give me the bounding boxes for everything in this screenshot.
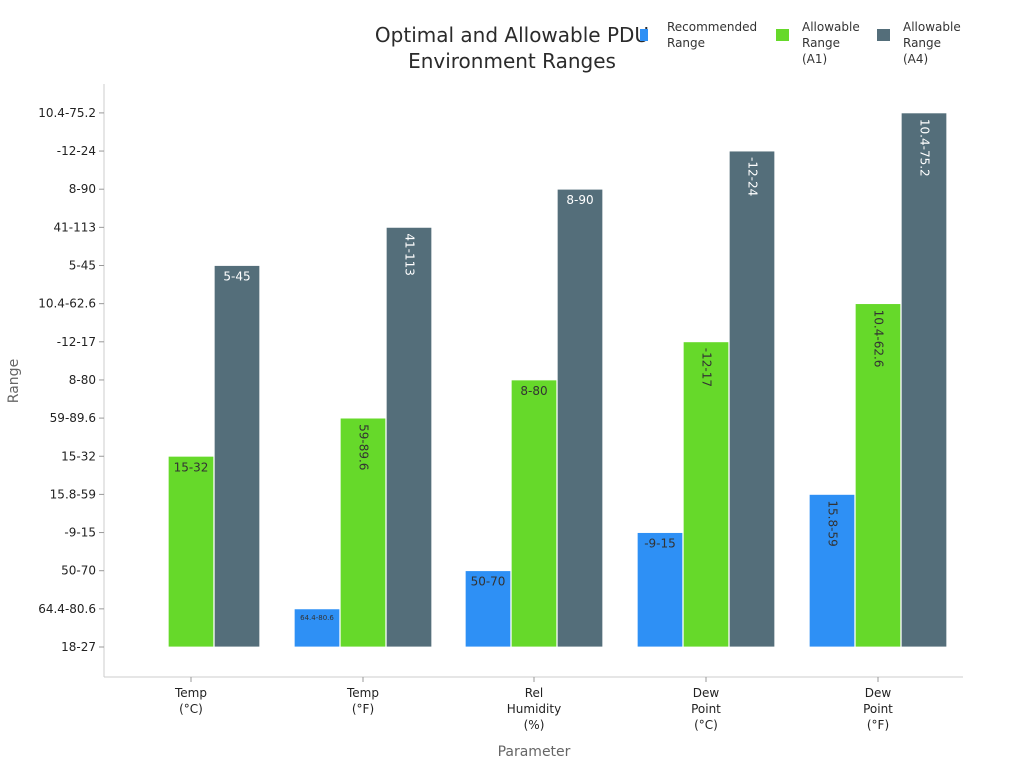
x-tick-label: Temp (°F): [346, 686, 379, 716]
bar: [167, 455, 215, 648]
legend: Recommended Range Allowable Range (A1) Allowa…: [640, 20, 961, 66]
x-axis-title: Parameter: [498, 744, 571, 760]
legend-label: Recommended Range: [667, 20, 757, 50]
bars: [167, 112, 948, 648]
legend-label: Allowable Range (A1): [802, 20, 860, 66]
bar: [900, 112, 948, 648]
data-labels: 64.4-80.6 50-70 -9-15 15.8-59 15-32 59-89.6 8-…: [174, 119, 932, 622]
bar: [510, 379, 558, 648]
bar: [464, 570, 512, 648]
bar: [854, 303, 902, 648]
y-tick-label: 18-27: [61, 640, 96, 654]
bar-data-label: 10.4-75.2: [918, 119, 932, 177]
bar-data-label: -12-17: [700, 348, 714, 387]
y-tick-label: 8-90: [69, 182, 96, 196]
bar: [682, 341, 730, 648]
bar: [213, 265, 261, 648]
bar-data-label: 10.4-62.6: [872, 310, 886, 368]
x-tick-label: Dew Point (°C): [691, 686, 721, 732]
bar: [385, 226, 433, 648]
legend-item: Allowable Range (A1): [776, 20, 860, 66]
bar: [728, 150, 776, 648]
y-tick-label: 10.4-75.2: [38, 106, 96, 120]
bar-data-label: 41-113: [403, 233, 417, 276]
x-tick-label: Dew Point (°F): [863, 686, 893, 732]
y-tick-label: 8-80: [69, 373, 96, 387]
y-tick-label: -12-24: [57, 144, 96, 158]
legend-swatch: [640, 29, 648, 41]
y-tick-label: 59-89.6: [50, 411, 96, 425]
bar: [556, 188, 604, 648]
legend-swatch: [776, 29, 789, 41]
y-tick-label: -9-15: [64, 526, 96, 540]
bar-data-label: 8-90: [566, 193, 593, 207]
bar: [636, 532, 684, 648]
bar-data-label: 15.8-59: [826, 500, 840, 546]
bar-data-label: -12-24: [746, 157, 760, 196]
bar-data-label: 50-70: [471, 575, 506, 589]
y-axis-title: Range: [6, 359, 22, 403]
legend-item: Allowable Range (A4): [877, 20, 961, 66]
bar-data-label: 59-89.6: [357, 424, 371, 470]
legend-item: Recommended Range: [640, 20, 757, 50]
y-tick-label: 10.4-62.6: [38, 297, 96, 311]
chart-title-line-2: Environment Ranges: [408, 49, 616, 73]
legend-swatch: [877, 29, 890, 41]
x-tick-label: Rel Humidity (%): [507, 686, 561, 732]
legend-label: Allowable Range (A4): [903, 20, 961, 66]
y-tick-label: 64.4-80.6: [38, 602, 96, 616]
x-axis-ticks: Temp (°C) Temp (°F) Rel Humidity (%) Dew Point (°…: [174, 677, 893, 732]
y-tick-label: 15.8-59: [50, 487, 96, 501]
bar-data-label: -9-15: [644, 537, 676, 551]
y-tick-label: 5-45: [69, 259, 96, 273]
bar-data-label: 15-32: [174, 460, 209, 474]
bar-data-label: 8-80: [520, 384, 547, 398]
bar: [293, 608, 341, 648]
y-axis-ticks: 18-27 64.4-80.6 50-70 -9-15 15.8-59 15-32 59-8…: [38, 106, 104, 654]
x-tick-label: Temp (°C): [174, 686, 207, 716]
bar: [808, 493, 856, 648]
y-tick-label: 41-113: [53, 220, 96, 234]
y-tick-label: 15-32: [61, 449, 96, 463]
bar-data-label: 5-45: [223, 270, 250, 284]
chart-title-line-1: Optimal and Allowable PDU: [375, 23, 649, 47]
y-tick-label: 50-70: [61, 564, 96, 578]
y-tick-label: -12-17: [57, 335, 96, 349]
bar: [339, 417, 387, 648]
bar-data-label: 64.4-80.6: [300, 614, 334, 622]
